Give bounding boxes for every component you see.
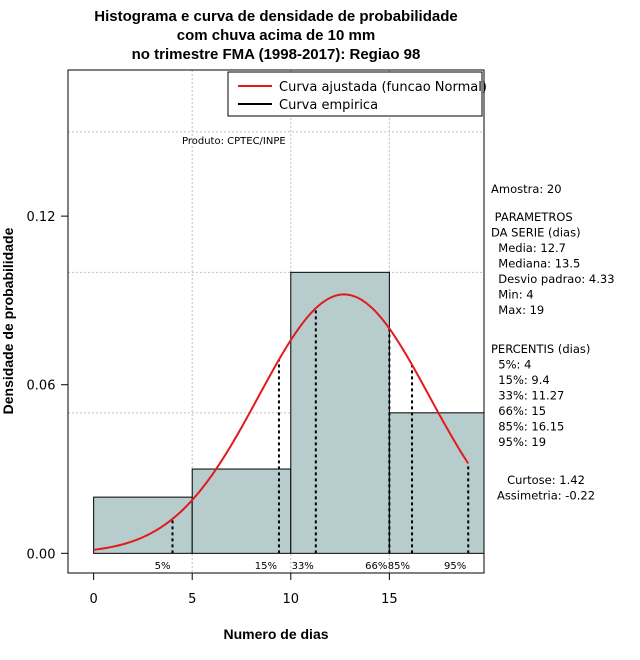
percentile-label-2: 33% [292,561,314,572]
product-label: Produto: CPTEC/INPE [182,136,286,147]
histogram-bar-0 [93,496,193,554]
x-axis-title: Numero de dias [223,626,328,642]
x-tick-label-0: 0 [89,592,97,607]
histogram-bar-2 [290,271,390,554]
param-line-5: Min: 4 [491,288,534,302]
legend-label-empirical: Curva empirica [279,98,378,113]
stats-panel: Amostra: 20 PARAMETROS DA SERIE (dias) Me… [491,182,615,503]
percentil-line-1: 5%: 4 [491,358,531,372]
percentil-line-6: 95%: 19 [491,435,546,449]
percentis-block: PERCENTIS (dias) 5%: 4 15%: 9.4 33%: 11.… [491,342,590,449]
shape-block: Curtose: 1.42 Assimetria: -0.22 [497,473,595,503]
x-tick-label-2: 10 [283,592,300,607]
param-line-6: Max: 19 [491,303,544,317]
legend-box [227,71,483,117]
percentile-label-3: 66% [365,561,387,572]
chart-title-line-3: no trimestre FMA (1998-2017): Regiao 98 [132,46,421,63]
x-tick-label-1: 5 [188,592,196,607]
legend: Curva ajustada (funcao Normal) Curva emp… [227,71,487,117]
param-line-4: Desvio padrao: 4.33 [491,272,615,286]
normal-density-curve [93,293,470,551]
chart-title-line-1: Histograma e curva de densidade de proba… [94,8,457,25]
percentile-label-1: 15% [255,561,277,572]
shape-line-0: Curtose: 1.42 [507,473,585,487]
percentil-line-5: 85%: 16.15 [491,420,564,434]
axis-layer: 0 5 10 15 0.00 0.06 0.12 [27,210,398,607]
param-line-2: Media: 12.7 [491,241,566,255]
percentile-label-4: 85% [388,561,410,572]
y-tick-label-2: 0.12 [27,210,56,225]
y-axis-title: Densidade de probabilidade [0,227,16,414]
percentil-line-3: 33%: 11.27 [491,389,564,403]
params-block: PARAMETROS DA SERIE (dias) Media: 12.7 Me… [491,210,615,317]
y-tick-label-0: 0.00 [27,547,56,562]
y-tick-label-1: 0.06 [27,379,56,394]
param-line-0: PARAMETROS [491,210,573,224]
curve-layer [93,293,470,551]
histogram-bar-3 [388,412,485,554]
histogram-bar-1 [191,468,292,554]
grid-layer [68,70,484,573]
percentile-label-5: 95% [444,561,466,572]
shape-line-1: Assimetria: -0.22 [497,489,595,503]
percentile-lines-layer: 5% 15% 33% 66% 85% 95% [155,308,470,572]
sample-size: Amostra: 20 [491,182,562,196]
percentil-line-0: PERCENTIS (dias) [491,342,590,356]
bars-layer [93,271,485,554]
percentile-label-0: 5% [155,561,171,572]
x-tick-label-3: 15 [381,592,398,607]
param-line-3: Mediana: 13.5 [491,257,580,271]
chart-title-line-2: com chuva acima de 10 mm [177,27,375,44]
percentil-line-4: 66%: 15 [491,404,546,418]
param-line-1: DA SERIE (dias) [491,226,581,240]
legend-label-normal: Curva ajustada (funcao Normal) [279,80,487,95]
percentil-line-2: 15%: 9.4 [491,373,550,387]
